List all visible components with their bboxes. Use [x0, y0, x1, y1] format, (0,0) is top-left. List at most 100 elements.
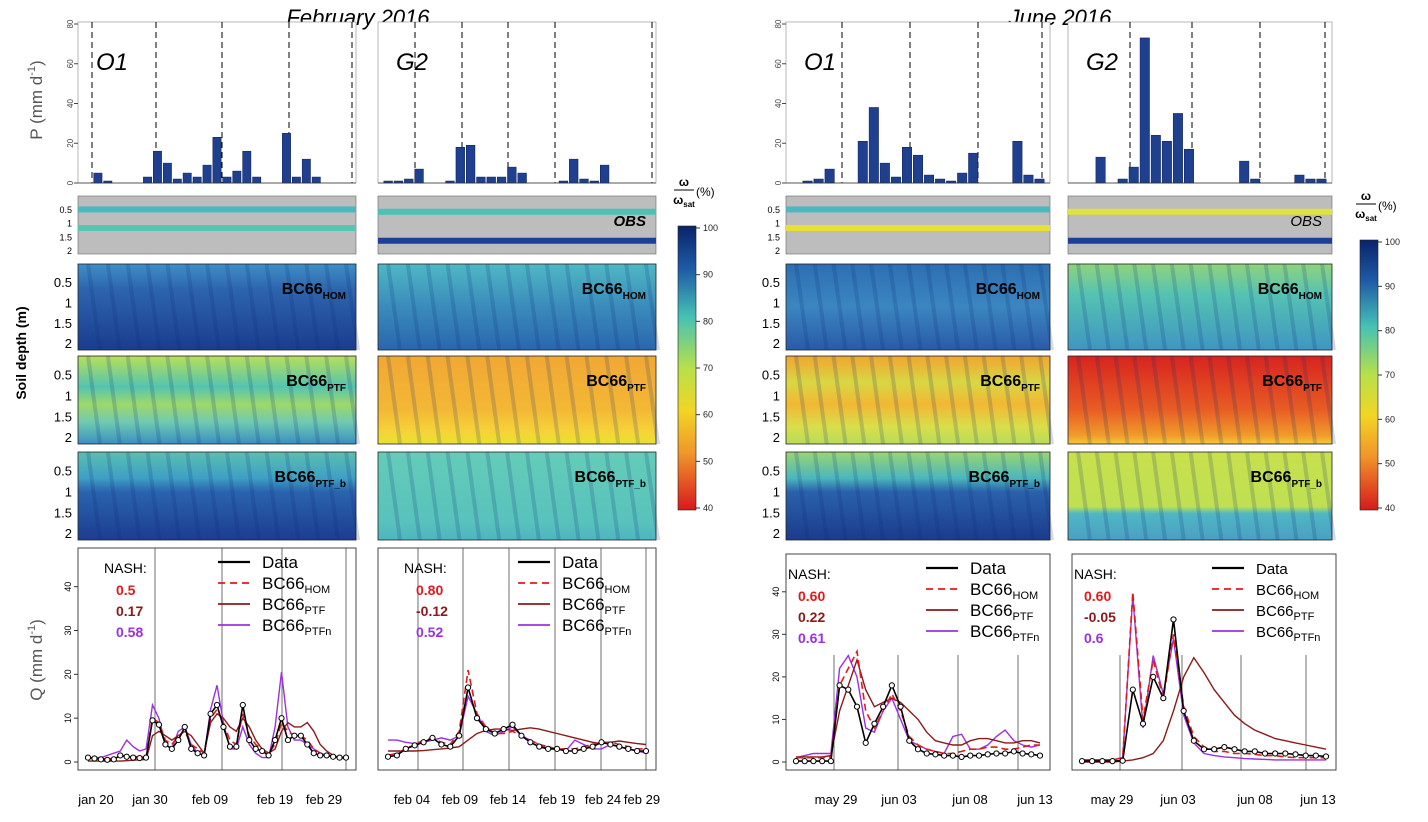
wetting-streak	[1094, 263, 1111, 351]
data-point-marker	[897, 703, 904, 710]
data-point-marker	[447, 743, 454, 750]
wetting-streak	[869, 355, 886, 445]
precip-bar	[466, 144, 476, 184]
model-label-sub: PTF	[627, 383, 646, 394]
data-point-marker	[527, 739, 534, 746]
wetting-streak	[165, 263, 182, 351]
model-label-sub: PTF_b	[615, 479, 646, 490]
wetting-streak	[304, 451, 321, 541]
wetting-streak	[1226, 355, 1243, 445]
data-point-marker	[792, 758, 800, 765]
wetting-streak	[386, 263, 402, 351]
p-tick-label: 20	[66, 138, 75, 147]
precip-bar	[857, 141, 868, 184]
x-date-label: jun 13	[1299, 792, 1335, 807]
wetting-streak	[505, 263, 522, 351]
legend-entry-base: Data	[562, 553, 598, 572]
precip-bar	[890, 176, 901, 184]
wetting-streak	[344, 451, 360, 541]
wetting-streak	[1188, 355, 1205, 445]
precip-bar	[496, 176, 507, 184]
heatmap-hom-3: BC66HOM 0.5 1 1.5 2	[762, 263, 1054, 351]
data-point-marker	[155, 721, 163, 728]
data-point-marker	[819, 758, 826, 765]
data-point-marker	[509, 721, 516, 728]
x-date-label: feb 14	[490, 792, 526, 807]
depth-tick-label: 1	[65, 296, 72, 311]
p-tick-label: 40	[66, 99, 75, 108]
precip-bar	[1012, 141, 1023, 184]
precip-panel-1: 80 60 40 20 0 O1	[66, 19, 357, 185]
depth-tick-label: 1	[65, 388, 72, 403]
depth-tick-label: 2	[65, 336, 72, 351]
heatmap-hom-1: BC66HOM 0.5 1 1.5 2	[54, 263, 360, 351]
depth-tick-label: 1.5	[767, 233, 780, 243]
data-point-marker	[1200, 746, 1208, 753]
model-label: BC66PTF	[586, 373, 646, 394]
heatmap-ptf-3: BC66PTF 0.5 1 1.5 2	[762, 355, 1054, 445]
precip-bar	[1250, 178, 1261, 184]
colorbar-tick-label: 90	[1385, 281, 1395, 291]
legend-entry-sub: PTF	[305, 605, 326, 617]
wetting-streak	[185, 451, 202, 541]
data-point-marker	[304, 741, 311, 748]
soil-moisture-panels: 0.511.52BC66HOM0.511.52BC66PTF0.511.52BC…	[54, 195, 1336, 541]
depth-tick-label: 1.5	[54, 506, 72, 521]
wetting-streak	[505, 355, 522, 445]
data-point-marker	[1139, 720, 1147, 727]
data-point-marker	[252, 745, 259, 752]
wetting-streak	[887, 451, 904, 541]
heatmap-field	[1067, 263, 1333, 351]
model-label-base: BC66	[1262, 373, 1303, 390]
data-point-marker	[411, 742, 418, 749]
wetting-streak	[831, 451, 848, 541]
colorbar-omega: ω	[1361, 189, 1371, 203]
wetting-streak	[244, 451, 261, 541]
colorbar-omega-sat: ωsat	[673, 193, 695, 209]
obs-sensor-stripe	[786, 225, 1050, 231]
nash-value-ptfn: 0.52	[416, 624, 443, 640]
obs-sensor-stripe	[78, 225, 356, 231]
svg-text:Q (mm d-1): Q (mm d-1)	[26, 619, 46, 701]
obs-sensor-stripe	[786, 206, 1050, 213]
wetting-streak	[962, 263, 979, 351]
wetting-streak	[906, 451, 923, 541]
depth-tick-label: 0.5	[762, 463, 780, 478]
discharge-frame	[377, 547, 657, 771]
wetting-streak	[584, 263, 601, 351]
obs-sensor-stripe	[378, 237, 656, 244]
wetting-streak	[86, 451, 102, 541]
legend-entry-base: BC66	[262, 574, 305, 593]
precip-bar	[301, 158, 311, 184]
wetting-streak	[344, 263, 360, 351]
precip-bar	[824, 168, 835, 184]
wetting-streak	[244, 263, 261, 351]
wetting-streak	[925, 263, 942, 351]
precip-bar	[1150, 135, 1161, 184]
depth-tick-label: 2	[773, 430, 780, 445]
wetting-streak	[165, 355, 182, 445]
data-point-marker	[97, 756, 105, 763]
legend-entry: BC66PTF	[1256, 603, 1315, 623]
colorbar-tick-label: 40	[1385, 503, 1395, 513]
data-point-marker	[853, 703, 861, 710]
wetting-streak	[344, 355, 360, 445]
wetting-streak	[386, 451, 402, 541]
wetting-streak	[425, 355, 442, 445]
data-point-marker	[207, 710, 214, 717]
wetting-streak	[224, 263, 241, 351]
precip-bar	[172, 178, 182, 184]
discharge-panels: 403020100NASH:0.50.170.58DataBC66HOMBC66…	[63, 547, 1337, 807]
precip-bar	[1139, 37, 1150, 184]
nash-value-ptfn: 0.6	[1084, 630, 1104, 646]
data-point-marker	[1160, 695, 1167, 702]
precip-bar	[1034, 178, 1045, 184]
model-label: BC66PTF_b	[1251, 469, 1322, 490]
precip-bar	[252, 176, 262, 184]
heatmap-obs-4: OBS	[1067, 195, 1333, 255]
legend-entry-sub: HOM	[1013, 590, 1039, 602]
p-tick-label: 60	[66, 59, 75, 68]
heatmap-ptfb-3: BC66PTF_b 0.5 1 1.5 2	[762, 451, 1054, 541]
p-axis-sup: -1	[26, 66, 38, 76]
wetting-streak	[1132, 451, 1149, 541]
